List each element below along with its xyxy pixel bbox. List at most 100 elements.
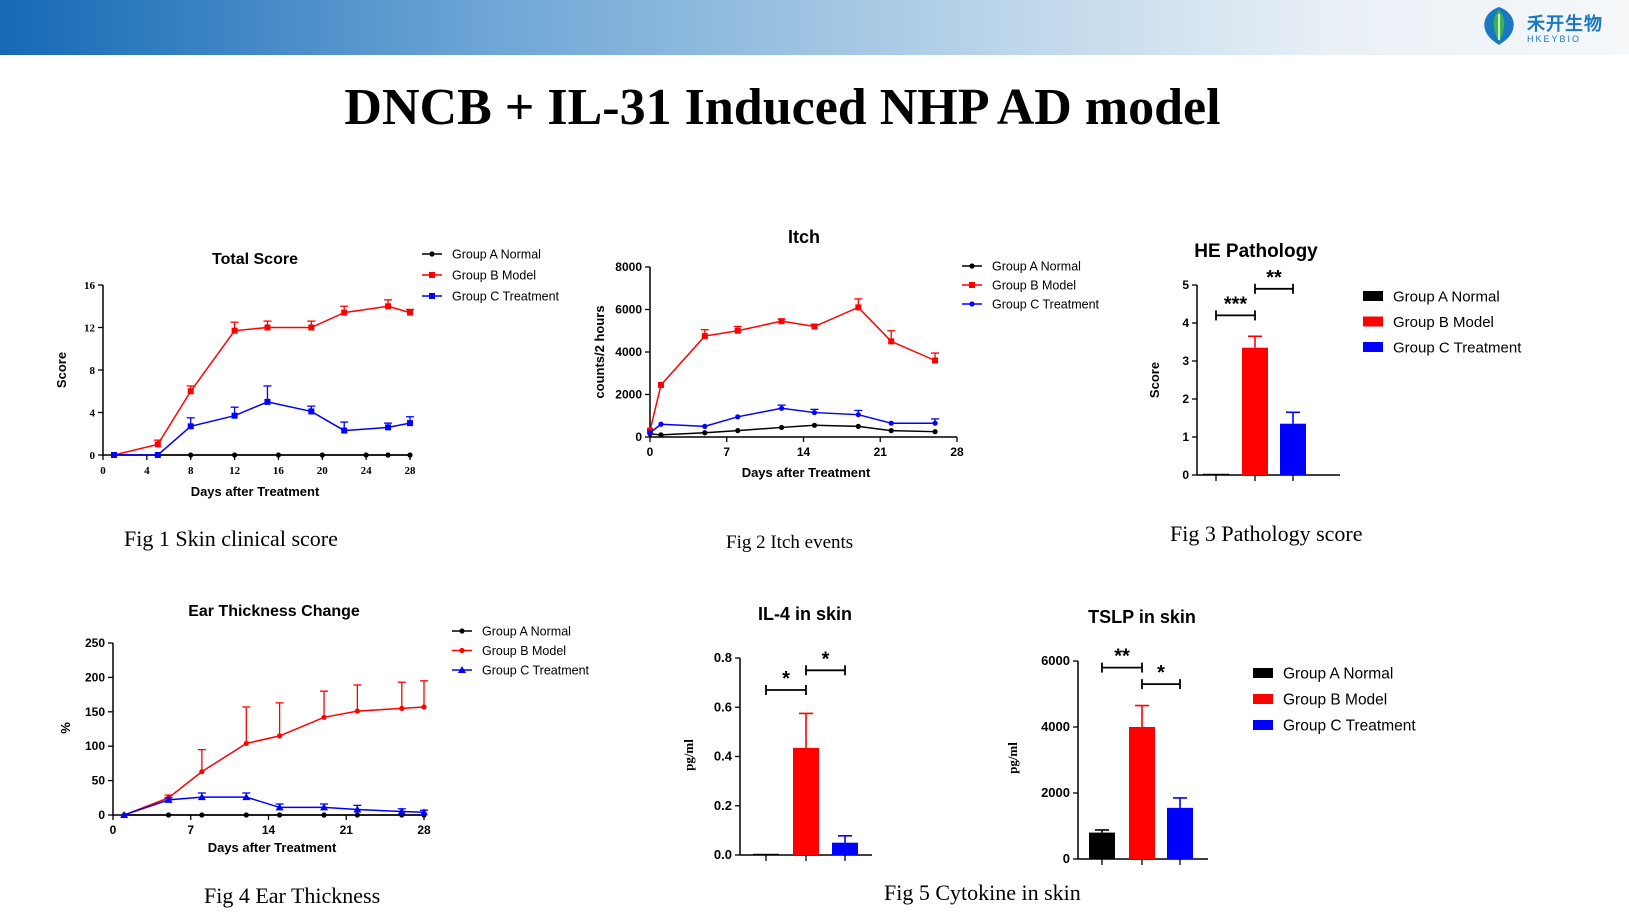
ear-thickness-data-point <box>275 803 284 811</box>
caption-fig4: Fig 4 Ear Thickness <box>204 883 381 908</box>
he-pathology-legend-label: Group C Treatment <box>1393 340 1522 357</box>
total-score-data-point <box>407 309 413 316</box>
itch-data-point <box>778 424 785 431</box>
itch-y-tick-label: 0 <box>635 430 642 444</box>
ear-thickness-data-point <box>399 705 405 711</box>
itch-data-point <box>734 327 741 334</box>
he-pathology-legend-swatch <box>1363 316 1383 327</box>
itch-legend-data-point <box>969 301 975 307</box>
he-pathology-significance-label: *** <box>1224 293 1248 315</box>
tslp-legend-label: Group C Treatment <box>1283 718 1416 735</box>
tslp-y-tick-label: 2000 <box>1041 785 1070 800</box>
itch-legend-label: Group A Normal <box>992 260 1081 274</box>
itch-data-point <box>932 420 938 426</box>
itch-data-point <box>855 304 862 311</box>
caption-fig3: Fig 3 Pathology score <box>1170 521 1363 546</box>
itch-data-point <box>658 421 664 427</box>
itch-legend-label: Group C Treatment <box>992 298 1100 312</box>
total-score-legend-label: Group B Model <box>452 269 536 283</box>
total-score-y-tick-label: 12 <box>84 323 96 335</box>
total-score-x-tick-label: 28 <box>405 465 417 477</box>
leaf-logo-icon <box>1484 7 1514 45</box>
total-score-x-tick-label: 0 <box>100 465 106 477</box>
total-score-data-point <box>341 427 348 434</box>
il4-significance-label: * <box>782 668 790 690</box>
tslp-bar-1 <box>1129 727 1155 859</box>
total-score-data-point <box>187 388 194 395</box>
ear-thickness-y-tick-label: 150 <box>85 705 105 719</box>
total-score-data-point <box>308 408 315 415</box>
itch-x-axis-label: Days after Treatment <box>742 465 871 480</box>
tslp-legend-label: Group A Normal <box>1283 666 1393 683</box>
tslp-significance-label: * <box>1157 662 1165 684</box>
total-score-legend-data-point <box>429 251 435 257</box>
total-score-data-point <box>188 452 194 458</box>
ear-thickness-y-tick-label: 100 <box>85 739 105 753</box>
tslp-y-axis-label: pg/ml <box>1005 742 1020 774</box>
ear-thickness-data-point <box>164 795 173 803</box>
ear-thickness-legend-data-point <box>459 628 465 634</box>
itch-data-point <box>888 428 894 434</box>
itch-data-point <box>702 423 708 429</box>
itch-data-point <box>888 338 895 345</box>
he-pathology-bar-2 <box>1280 423 1306 475</box>
itch-data-point <box>888 420 894 426</box>
ear-thickness-data-point <box>199 812 205 818</box>
itch-data-point <box>778 318 785 325</box>
tslp-y-tick-label: 0 <box>1063 851 1070 866</box>
ear-thickness-y-axis-label: % <box>58 722 73 734</box>
he-pathology-y-tick-label: 4 <box>1182 316 1189 330</box>
il4-bar-1 <box>793 747 819 855</box>
he-pathology-y-tick-label: 5 <box>1182 278 1189 292</box>
itch-data-point <box>811 409 818 416</box>
ear-thickness-data-point <box>197 793 206 801</box>
itch-y-tick-label: 6000 <box>615 303 642 317</box>
ear-thickness-data-point <box>321 714 327 720</box>
itch-data-point <box>811 422 818 428</box>
ear-thickness-data-point <box>199 769 205 775</box>
tslp-legend-swatch <box>1253 668 1273 678</box>
total-score-y-tick-label: 16 <box>84 280 96 292</box>
itch-data-point <box>658 432 664 438</box>
total-score-data-point <box>319 452 325 458</box>
itch-data-point <box>855 423 861 429</box>
total-score-data-point <box>187 423 194 430</box>
itch-data-point <box>702 430 708 436</box>
ear-thickness-data-point <box>120 811 129 818</box>
total-score-data-point <box>231 412 238 419</box>
total-score-legend-data-point <box>429 272 435 278</box>
page-title: DNCB + IL-31 Induced NHP AD model <box>344 79 1221 136</box>
ear-thickness-data-point <box>321 812 327 818</box>
total-score-data-point <box>385 452 391 458</box>
he-pathology-y-tick-label: 0 <box>1182 468 1189 482</box>
ear-thickness-data-point <box>320 803 329 811</box>
ear-thickness-data-point <box>277 733 283 739</box>
he-pathology-legend-label: Group B Model <box>1393 314 1494 331</box>
ear-thickness-x-tick-label: 21 <box>340 823 354 837</box>
ear-thickness-legend-data-point <box>459 647 465 654</box>
he-pathology-y-tick-label: 1 <box>1182 430 1189 444</box>
logo-text-cn: 禾开生物 <box>1527 14 1603 35</box>
total-score-series-line-1 <box>113 305 411 456</box>
he-pathology-legend-swatch <box>1363 342 1383 352</box>
tslp-chart-title: TSLP in skin <box>1088 607 1196 627</box>
il4-y-tick-label: 0.0 <box>714 847 732 862</box>
ear-thickness-legend-data-point <box>458 666 466 673</box>
tslp-y-tick-label: 4000 <box>1041 719 1070 734</box>
he-pathology-chart-title: HE Pathology <box>1194 241 1318 262</box>
ear-thickness-x-axis-label: Days after Treatment <box>208 840 337 855</box>
il4-y-tick-label: 0.6 <box>714 699 732 714</box>
itch-data-point <box>778 405 785 411</box>
itch-data-point <box>647 430 653 436</box>
ear-thickness-x-tick-label: 14 <box>262 823 276 837</box>
total-score-x-tick-label: 4 <box>144 465 150 477</box>
total-score-data-point <box>231 327 238 334</box>
ear-thickness-data-point <box>420 808 428 816</box>
total-score-chart-title: Total Score <box>212 251 298 268</box>
ear-thickness-data-point <box>243 740 249 747</box>
he-pathology-y-tick-label: 2 <box>1182 392 1189 406</box>
itch-legend-data-point <box>969 282 975 288</box>
itch-x-tick-label: 28 <box>950 445 964 459</box>
itch-y-tick-label: 4000 <box>615 345 642 359</box>
total-score-data-point <box>385 424 392 431</box>
